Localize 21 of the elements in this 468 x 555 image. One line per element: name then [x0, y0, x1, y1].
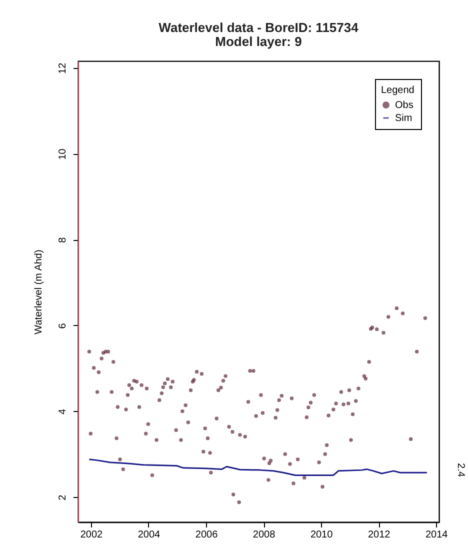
x-tick-label: 2010: [310, 530, 334, 540]
legend-title: Legend: [381, 85, 414, 96]
y-tick-label: 4: [58, 408, 68, 415]
chart-subtitle: Model layer: 9: [215, 34, 302, 49]
x-tick-label: 2006: [195, 530, 218, 540]
x-tick-label: 2012: [368, 530, 391, 540]
y-tick-label: 2: [58, 494, 68, 500]
x-tick-label: 2008: [252, 530, 276, 540]
chart-title: Waterlevel data - BoreID: 115734: [158, 20, 360, 35]
y-tick-label: 10: [58, 148, 68, 160]
legend-label: Obs: [395, 100, 414, 111]
y-tick-label: 8: [58, 236, 68, 243]
y-tick-label: 12: [58, 62, 68, 74]
y-axis-title: Waterlevel (m Ahd): [34, 250, 44, 334]
text: 2.4: [455, 463, 466, 478]
legend-label: Sim: [395, 113, 412, 124]
x-tick-label: 2002: [80, 530, 104, 540]
x-tick-label: 2014: [426, 530, 448, 540]
x-tick-label: 2004: [138, 530, 161, 540]
line-series: [88, 458, 428, 476]
y-tick-label: 6: [58, 322, 68, 329]
